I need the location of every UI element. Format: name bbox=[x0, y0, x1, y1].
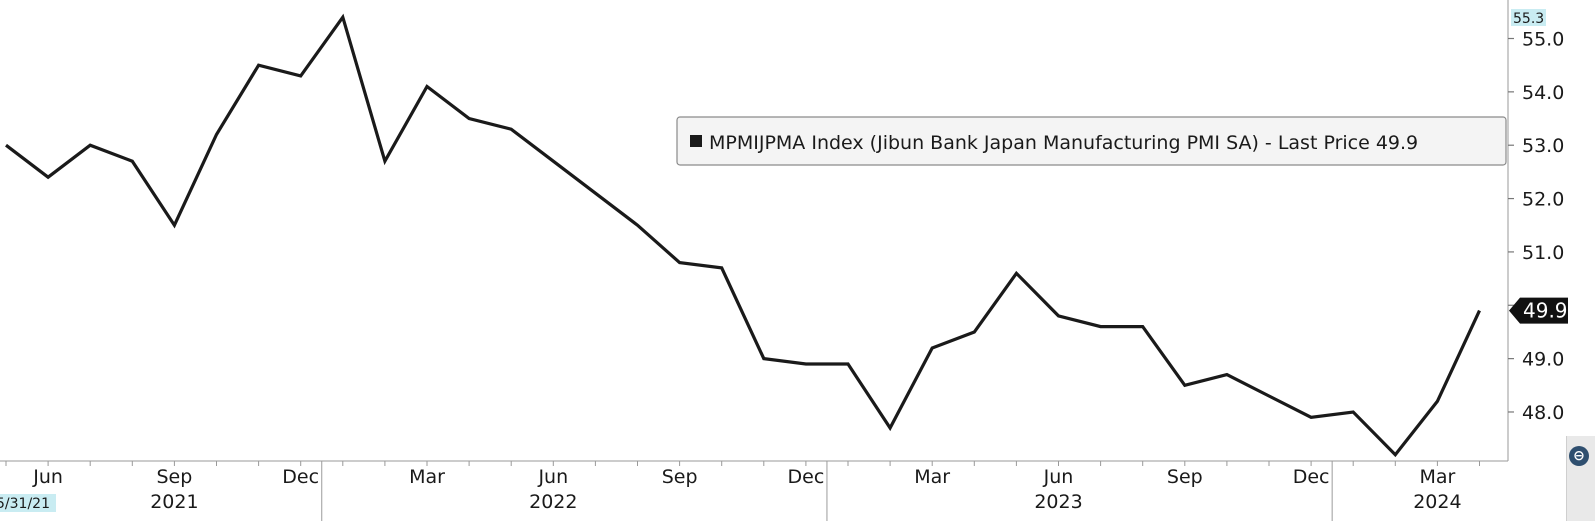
legend-swatch bbox=[690, 135, 702, 147]
data-point bbox=[762, 357, 766, 361]
data-point bbox=[172, 223, 176, 227]
data-point bbox=[930, 346, 934, 350]
data-point bbox=[551, 159, 555, 163]
data-point bbox=[341, 15, 345, 19]
x-year-label: 2023 bbox=[1034, 491, 1082, 513]
start-date-label: 5/31/21 bbox=[0, 496, 50, 512]
legend-box bbox=[676, 116, 1507, 166]
data-point bbox=[1351, 410, 1355, 414]
series-line bbox=[5, 13, 1481, 458]
x-month-label: Jun bbox=[1043, 466, 1074, 488]
data-point bbox=[678, 261, 682, 265]
y-tick-label: 51.0 bbox=[1522, 242, 1564, 264]
chart-settings-icon: ⊖ bbox=[1569, 446, 1589, 466]
y-tick-label: 55.0 bbox=[1522, 29, 1564, 51]
x-month-label: Sep bbox=[156, 466, 192, 488]
x-year-label: 2024 bbox=[1413, 491, 1461, 513]
last-value-label: 49.9 bbox=[1523, 299, 1568, 323]
x-month-label: Mar bbox=[1419, 466, 1455, 488]
data-point bbox=[804, 362, 808, 366]
legend-label: MPMIJPMA Index (Jibun Bank Japan Manufac… bbox=[709, 132, 1418, 154]
data-point bbox=[846, 362, 850, 366]
data-point bbox=[636, 223, 640, 227]
x-month-label: Mar bbox=[409, 466, 445, 488]
x-month-label: Dec bbox=[282, 466, 319, 488]
last-value-tag bbox=[1509, 297, 1568, 324]
series-line-group bbox=[4, 13, 1482, 458]
x-month-label: Jun bbox=[537, 466, 568, 488]
max-value-badge bbox=[1511, 9, 1546, 26]
data-point bbox=[257, 63, 261, 67]
data-point bbox=[383, 159, 387, 163]
data-point bbox=[130, 159, 134, 163]
start-date-badge bbox=[0, 494, 56, 512]
data-point bbox=[972, 330, 976, 334]
data-point bbox=[1309, 415, 1313, 419]
y-tick-label: 48.0 bbox=[1522, 402, 1564, 424]
data-point bbox=[509, 127, 513, 131]
data-point bbox=[1478, 309, 1482, 313]
data-point bbox=[1435, 399, 1439, 403]
data-point bbox=[299, 74, 303, 78]
x-month-label: Sep bbox=[1167, 466, 1203, 488]
data-point bbox=[4, 143, 8, 147]
data-point bbox=[1014, 271, 1018, 275]
x-month-label: Dec bbox=[1293, 466, 1330, 488]
data-point bbox=[46, 175, 50, 179]
data-point bbox=[1267, 394, 1271, 398]
legend: MPMIJPMA Index (Jibun Bank Japan Manufac… bbox=[676, 116, 1507, 166]
x-month-label: Jun bbox=[32, 466, 63, 488]
x-month-label: Dec bbox=[788, 466, 825, 488]
data-point bbox=[425, 85, 429, 89]
data-point bbox=[1057, 314, 1061, 318]
y-tick-label: 53.0 bbox=[1522, 135, 1564, 157]
data-point bbox=[467, 117, 471, 121]
data-point bbox=[1225, 373, 1229, 377]
x-month-label: Sep bbox=[662, 466, 698, 488]
y-tick-label: 52.0 bbox=[1522, 189, 1564, 211]
axes bbox=[0, 0, 1514, 521]
data-point bbox=[888, 426, 892, 430]
data-point bbox=[1141, 325, 1145, 329]
data-point bbox=[1099, 325, 1103, 329]
x-year-label: 2022 bbox=[529, 491, 577, 513]
data-point bbox=[593, 191, 597, 195]
chart-settings-button[interactable]: ⊖ bbox=[1566, 436, 1595, 521]
data-point bbox=[720, 266, 724, 270]
x-month-label: Mar bbox=[914, 466, 950, 488]
data-point bbox=[215, 133, 219, 137]
max-value-label: 55.3 bbox=[1513, 11, 1544, 27]
data-point bbox=[1183, 383, 1187, 387]
x-year-label: 2021 bbox=[150, 491, 198, 513]
y-tick-label: 54.0 bbox=[1522, 82, 1564, 104]
data-point bbox=[1393, 453, 1397, 457]
y-tick-label: 49.0 bbox=[1522, 349, 1564, 371]
axis-labels: 48.049.050.051.052.053.054.055.0JunSepDe… bbox=[0, 9, 1568, 513]
data-point bbox=[88, 143, 92, 147]
